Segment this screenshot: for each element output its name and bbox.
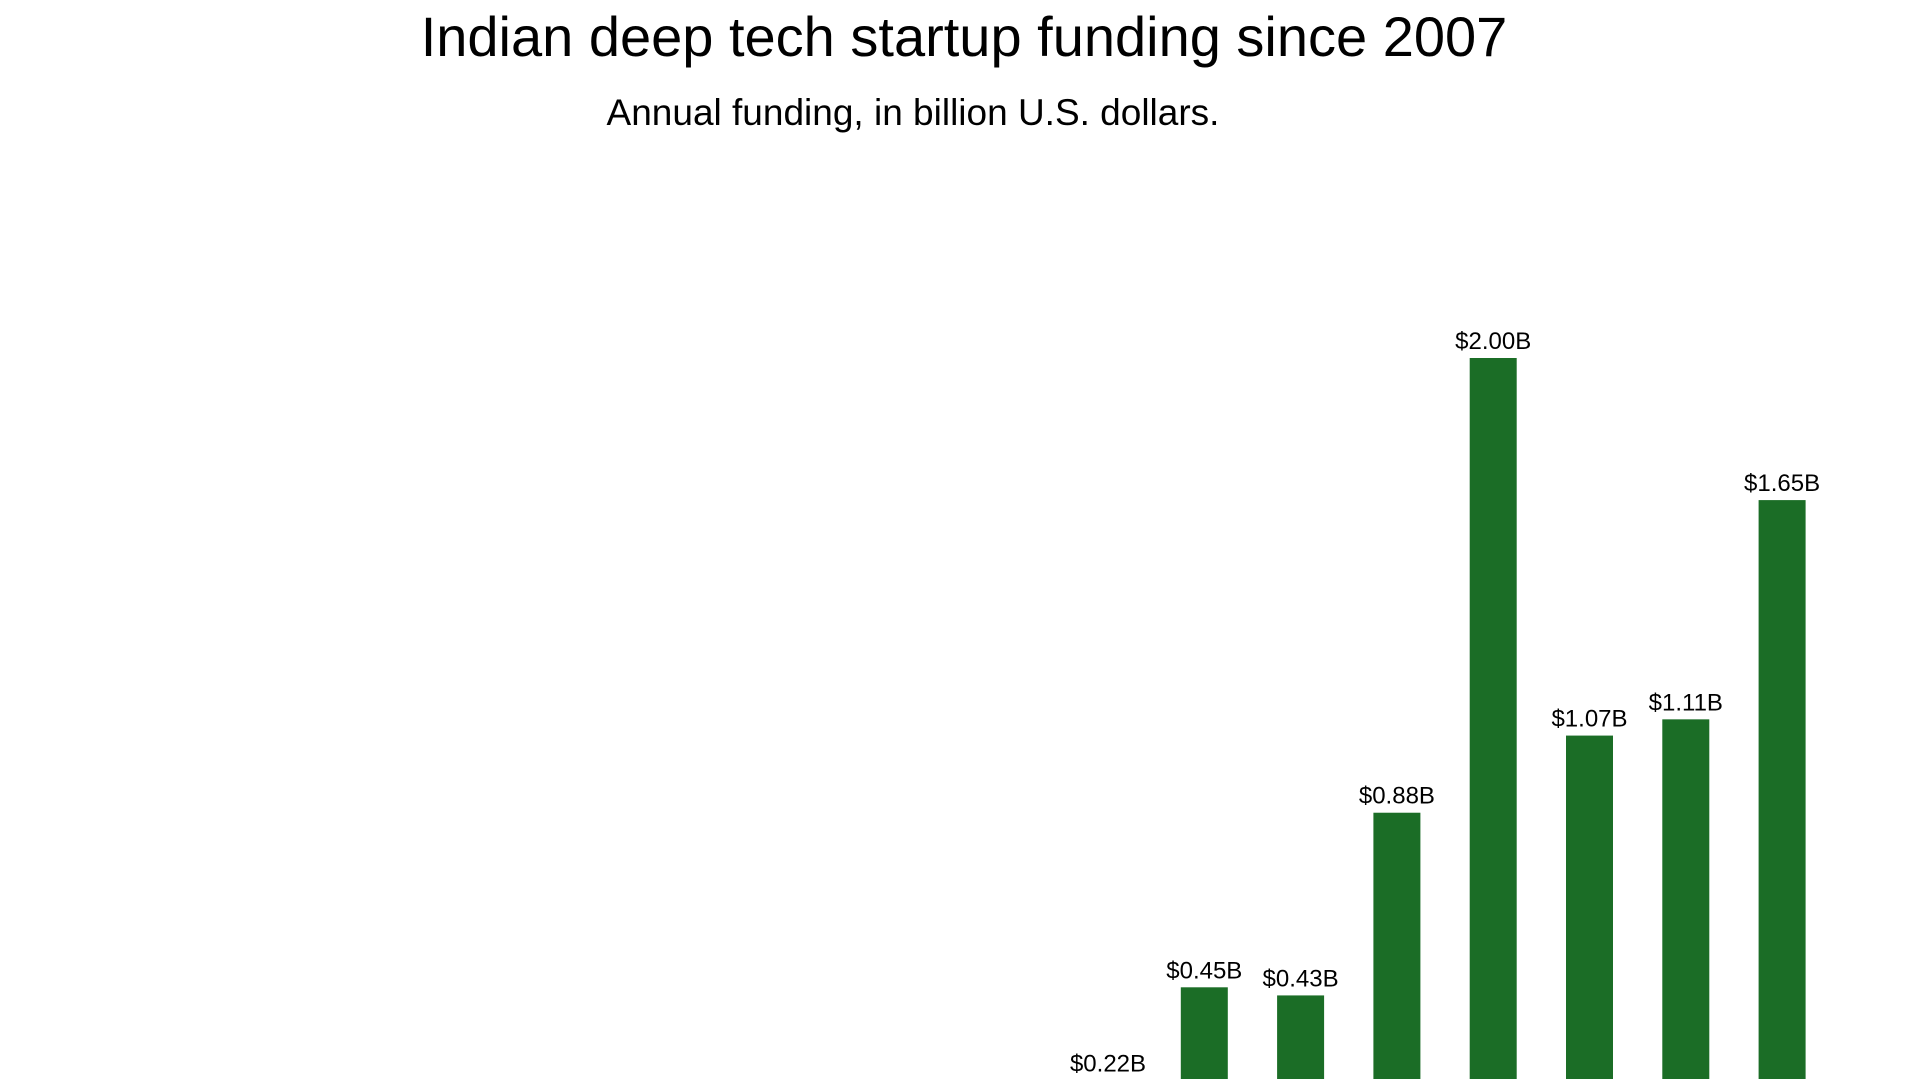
chart-subtitle: Annual funding, in billion U.S. dollars. xyxy=(606,92,1220,133)
bar xyxy=(1180,987,1228,1079)
bar xyxy=(1469,358,1517,1079)
chart-title: Indian deep tech startup funding since 2… xyxy=(420,5,1508,68)
bar xyxy=(1566,735,1613,1079)
data-label: $0.45B xyxy=(1166,957,1242,984)
bar xyxy=(1662,719,1710,1079)
data-label: $0.22B xyxy=(1070,1051,1146,1078)
data-label: $0.43B xyxy=(1263,965,1339,992)
bar xyxy=(1373,812,1421,1079)
data-label: $0.88B xyxy=(1359,783,1435,810)
data-label: $2.00B xyxy=(1455,328,1531,355)
data-label: $1.07B xyxy=(1551,706,1627,733)
data-label: $1.11B xyxy=(1649,689,1723,716)
bar xyxy=(1277,995,1325,1079)
data-label: $1.65B xyxy=(1744,470,1820,497)
bar xyxy=(1758,500,1806,1079)
